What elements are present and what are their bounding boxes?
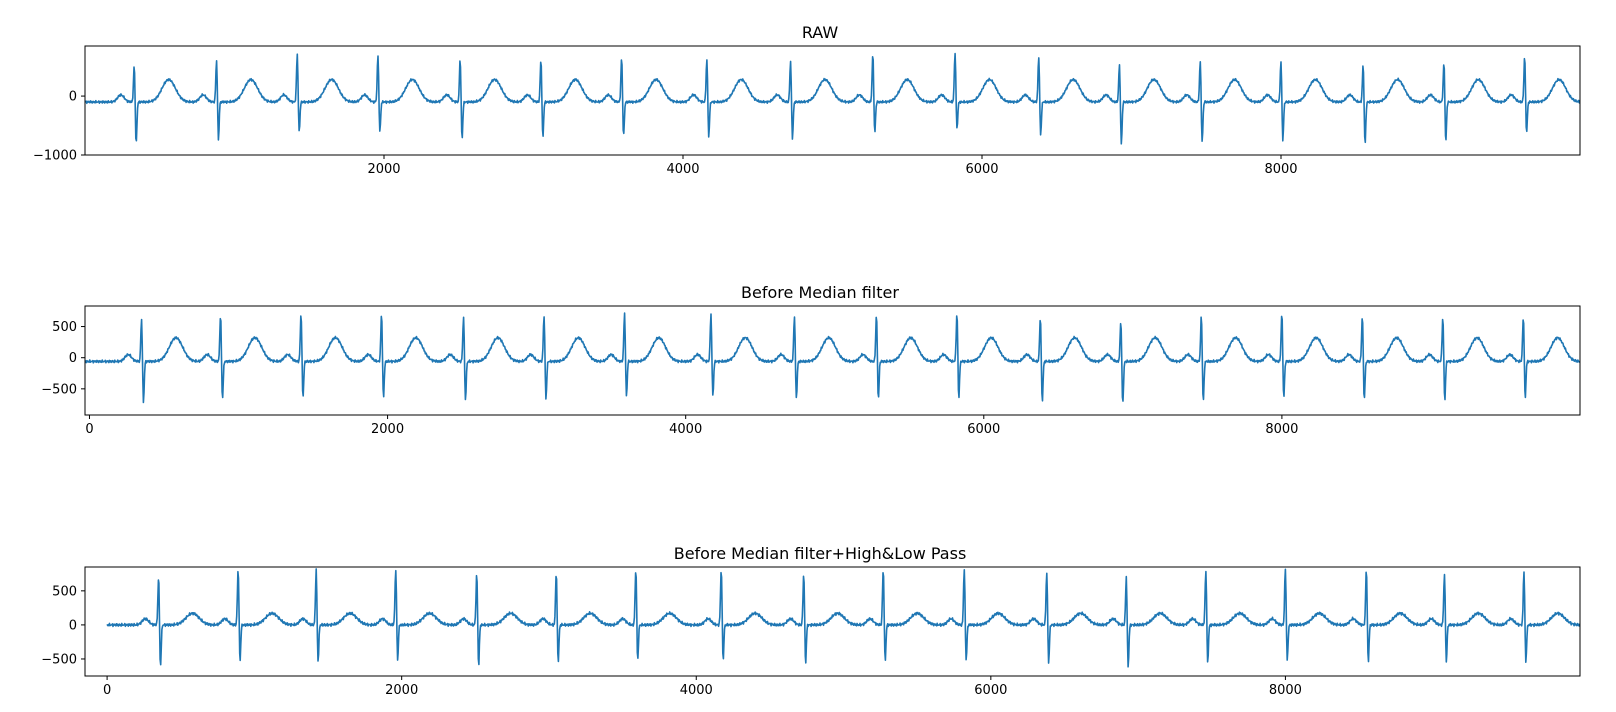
x-tick-label: 8000 — [1269, 683, 1302, 698]
series-line — [85, 52, 1580, 145]
y-tick-label: −1000 — [33, 149, 77, 164]
subplot-title: RAW — [802, 23, 839, 42]
subplot-title: Before Median filter+High&Low Pass — [674, 544, 967, 563]
y-tick-label: −500 — [41, 382, 77, 397]
x-tick-label: 0 — [85, 422, 93, 437]
y-tick-label: 500 — [52, 320, 77, 335]
axes-frame — [84, 305, 1581, 416]
axes-frame — [84, 45, 1581, 156]
series-line — [106, 568, 1580, 668]
x-tick-label: 2000 — [367, 162, 400, 177]
subplot-before-median-filter-high-low-pass: Before Median filter+High&Low Pass 0 2000… — [41, 544, 1581, 698]
subplot-before-median-filter: Before Median filter 0 2000 4000 6000 8000 50… — [41, 283, 1581, 437]
y-tick-label: 0 — [69, 618, 77, 633]
x-tick-label: 4000 — [680, 683, 713, 698]
series-line — [85, 312, 1580, 404]
y-tick-label: −500 — [41, 652, 77, 667]
y-tick-label: 0 — [69, 90, 77, 105]
y-tick-label: 0 — [69, 351, 77, 366]
y-tick-label: 500 — [52, 584, 77, 599]
x-tick-label: 8000 — [1265, 422, 1298, 437]
subplot-title: Before Median filter — [741, 283, 899, 302]
axes-frame — [84, 566, 1581, 677]
x-tick-label: 4000 — [666, 162, 699, 177]
x-tick-label: 0 — [103, 683, 111, 698]
x-tick-label: 6000 — [974, 683, 1007, 698]
x-tick-label: 6000 — [965, 162, 998, 177]
x-tick-label: 4000 — [669, 422, 702, 437]
x-tick-label: 2000 — [385, 683, 418, 698]
x-tick-label: 6000 — [967, 422, 1000, 437]
x-tick-label: 2000 — [371, 422, 404, 437]
x-tick-label: 8000 — [1264, 162, 1297, 177]
subplot-raw: RAW 2000 4000 6000 8000 0 −1000 — [33, 23, 1581, 177]
